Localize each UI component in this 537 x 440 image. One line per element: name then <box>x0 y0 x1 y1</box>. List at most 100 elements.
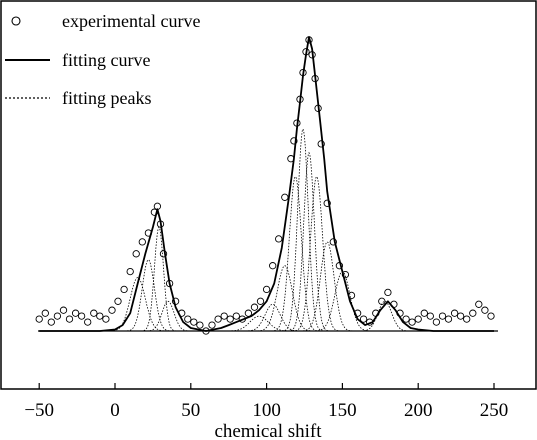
experimental-point <box>144 229 153 237</box>
experimental-point <box>408 318 416 326</box>
fitting-peak-7 <box>271 175 320 332</box>
experimental-point <box>475 300 483 308</box>
experimental-point <box>96 312 104 320</box>
x-axis-ticks: −50 0 50 100 150 200 250 <box>24 383 508 421</box>
experimental-point <box>53 312 62 320</box>
experimental-point <box>208 321 216 329</box>
experimental-point <box>214 315 222 323</box>
experimental-point <box>396 309 404 317</box>
experimental-point <box>138 238 146 246</box>
experimental-point <box>202 327 210 335</box>
experimental-point <box>238 315 246 323</box>
experimental-point <box>250 303 259 311</box>
experimental-point <box>108 306 116 314</box>
experimental-point <box>120 285 128 294</box>
experimental-point <box>102 315 110 323</box>
experimental-point <box>65 315 74 323</box>
experimental-point <box>190 318 198 326</box>
experimental-point <box>59 306 68 314</box>
experimental-point <box>438 312 447 320</box>
experimental-point <box>420 309 428 317</box>
experimental-point <box>311 74 319 83</box>
legend: experimental curve fitting curve fitting… <box>5 11 200 108</box>
experimental-point <box>353 309 362 317</box>
fitting-peak-5 <box>242 303 303 332</box>
fitting-peak-3 <box>143 300 193 332</box>
experimental-point <box>77 312 86 320</box>
experimental-point <box>426 312 434 320</box>
experimental-point <box>269 262 277 270</box>
experimental-point <box>184 315 192 323</box>
experimental-point <box>469 309 477 317</box>
fitting-peak-11 <box>300 241 355 332</box>
experimental-point <box>444 315 453 323</box>
experimental-point <box>232 312 240 320</box>
experimental-point <box>308 51 316 59</box>
fitting-peak-4 <box>222 315 296 332</box>
legend-label-experimental: experimental curve <box>62 11 200 31</box>
legend-label-fitting-peaks: fitting peaks <box>62 88 151 108</box>
experimental-point <box>481 306 489 314</box>
experimental-point <box>156 220 165 228</box>
experimental-point <box>220 312 228 320</box>
fitting-peak-10 <box>292 175 341 332</box>
fitting-curve-line <box>39 36 494 332</box>
experimental-point <box>341 270 350 279</box>
x-tick-label: 50 <box>181 400 200 421</box>
x-tick-label: 200 <box>404 400 433 421</box>
plot-frame <box>0 0 537 390</box>
x-tick-label: 150 <box>328 400 357 421</box>
experimental-point <box>314 104 322 112</box>
experimental-point <box>153 202 162 210</box>
experimental-point <box>487 312 495 320</box>
legend-symbol-experimental <box>11 16 21 26</box>
x-tick-label: 100 <box>252 400 281 421</box>
experimental-point <box>132 250 140 258</box>
fitting-peak-2 <box>140 226 178 332</box>
x-tick-label: 250 <box>480 400 509 421</box>
experimental-point <box>178 309 186 317</box>
experimental-point <box>114 297 122 305</box>
fitting-peak-9 <box>287 151 331 332</box>
experimental-point <box>317 140 325 148</box>
experimental-point <box>84 318 92 326</box>
experimental-point <box>244 309 253 317</box>
experimental-point <box>366 318 374 326</box>
experimental-point <box>275 235 283 243</box>
experimental-point <box>90 309 98 317</box>
experimental-point <box>150 208 159 216</box>
experimental-point <box>414 315 422 323</box>
experimental-point <box>41 309 49 317</box>
experimental-point <box>329 238 337 246</box>
experimental-point <box>359 315 368 323</box>
experimental-point <box>35 315 43 323</box>
experimental-point <box>335 262 344 270</box>
x-axis-label: chemical shift <box>214 421 322 440</box>
experimental-point <box>71 309 80 317</box>
experimental-point <box>287 155 295 163</box>
x-tick-label: −50 <box>24 400 54 421</box>
fitting-peak-0 <box>107 277 169 332</box>
fitting-peak-8 <box>281 127 325 332</box>
experimental-point <box>159 250 168 258</box>
experimental-point <box>196 321 204 329</box>
experimental-point <box>390 300 398 308</box>
experimental-points-group <box>35 36 495 335</box>
experimental-point <box>384 288 392 297</box>
experimental-point <box>256 297 265 305</box>
fitting-curve-group <box>39 36 494 332</box>
experimental-point <box>456 312 465 320</box>
experimental-point <box>378 297 386 305</box>
experimental-point <box>293 119 301 127</box>
experimental-point <box>290 137 298 145</box>
experimental-point <box>226 315 234 323</box>
experimental-point <box>323 199 331 207</box>
legend-label-fitting-curve: fitting curve <box>62 50 150 70</box>
experimental-point <box>171 297 180 305</box>
experimental-point <box>402 315 410 323</box>
experimental-point <box>463 315 471 323</box>
experimental-point <box>262 285 271 294</box>
experimental-point <box>372 309 380 317</box>
fitting-peaks-group <box>107 127 413 332</box>
experimental-point <box>305 36 313 44</box>
